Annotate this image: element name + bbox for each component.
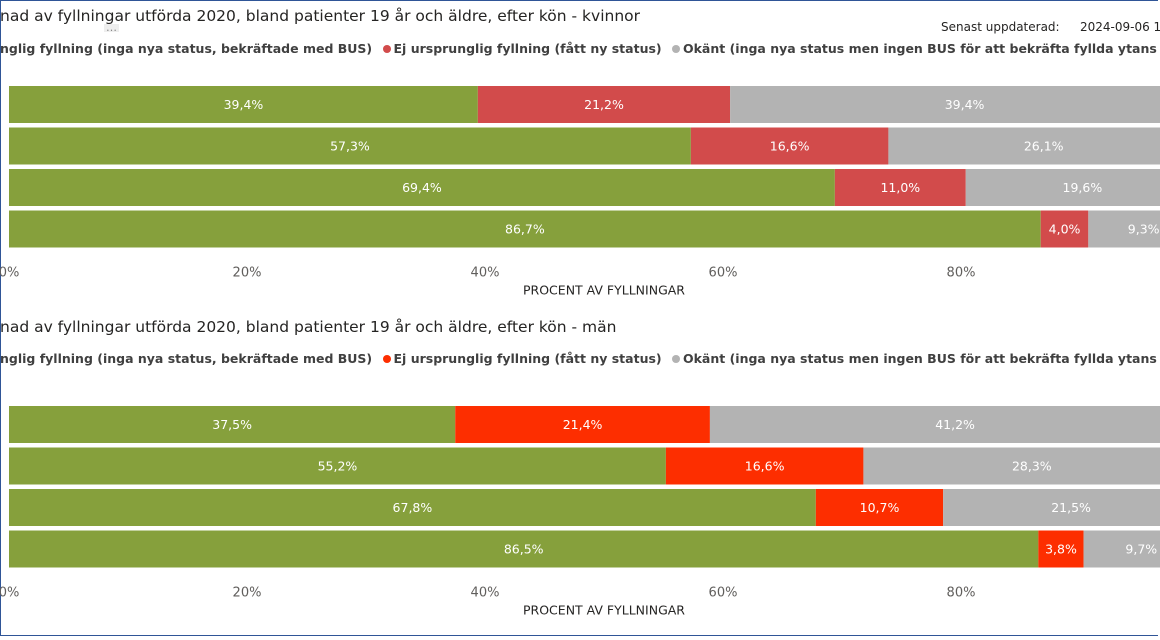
bar-segment[interactable] — [888, 127, 1160, 165]
x-tick-label: 60% — [709, 266, 738, 281]
legend-label: Okänt (inga nya status men ingen BUS för… — [682, 351, 1160, 366]
bar-segment[interactable] — [455, 406, 710, 443]
data-label: 86,7% — [505, 222, 545, 237]
bar-chart-women: 39,4% 21,2% 39,4% 57,3% 16,6% 26,1% 69,4% 11,0%… — [0, 86, 1160, 298]
data-label: 57,3% — [330, 139, 370, 154]
x-tick-label: 80% — [947, 266, 976, 281]
bar-segment[interactable] — [665, 447, 864, 485]
legend-item-okant[interactable]: Okänt (inga nya status men ingen BUS för… — [668, 41, 1160, 56]
x-tick-label: 20% — [233, 586, 262, 601]
bar-segment[interactable] — [9, 86, 478, 123]
bar-segment[interactable] — [9, 447, 666, 485]
legend-label: Okänt (inga nya status men ingen BUS för… — [682, 41, 1160, 56]
bar-segment[interactable] — [9, 127, 691, 165]
bar-segment[interactable] — [9, 210, 1041, 248]
data-label: 69,4% — [402, 180, 442, 195]
data-label: 16,6% — [745, 459, 785, 474]
legend-dot-icon — [671, 45, 680, 53]
data-label: 86,5% — [504, 542, 544, 557]
x-tick-label: 40% — [471, 586, 500, 601]
bar-chart-men: 37,5% 21,4% 41,2% 55,2% 16,6% 28,3% 67,8% 10,7%… — [0, 406, 1160, 618]
legend-dot-icon — [382, 45, 391, 53]
data-label: 21,2% — [584, 97, 624, 112]
data-label: 21,5% — [1051, 500, 1091, 515]
legend-label: Ej ursprunglig fyllning (fått ny status) — [393, 41, 662, 56]
legend-label: Ej ursprunglig fyllning (fått ny status) — [393, 351, 662, 366]
bar-segment[interactable] — [1038, 530, 1084, 568]
legend-dot-icon — [671, 355, 680, 363]
legend-item-ej-ursprunglig[interactable]: Ej ursprunglig fyllning (fått ny status) — [379, 41, 662, 56]
bar-segment[interactable] — [9, 406, 456, 443]
bar-segment[interactable] — [815, 489, 944, 526]
data-label: 4,0% — [1049, 222, 1081, 237]
x-tick-label: 0% — [0, 266, 19, 281]
bar-segment[interactable] — [1083, 530, 1160, 568]
data-label: 26,1% — [1024, 139, 1064, 154]
updated-value: 2024-09-06 1 — [1080, 20, 1160, 34]
legend-item-ej-ursprunglig[interactable]: Ej ursprunglig fyllning (fått ny status) — [379, 351, 662, 366]
legend-item-ursprunglig[interactable]: nglig fyllning (inga nya status, bekräft… — [0, 351, 372, 366]
data-label: 3,8% — [1045, 542, 1077, 557]
x-tick-label: 80% — [947, 586, 976, 601]
data-label: 39,4% — [224, 97, 264, 112]
bar-segment[interactable] — [690, 127, 889, 165]
chart-title-men: nad av fyllningar utförda 2020, bland pa… — [0, 318, 617, 336]
bar-segment[interactable] — [9, 169, 835, 206]
updated-label: Senast uppdaterad: — [941, 20, 1060, 34]
data-label: 9,3% — [1128, 222, 1160, 237]
x-axis-title: PROCENT AV FYLLNINGAR — [523, 283, 685, 298]
data-label: 37,5% — [212, 417, 252, 432]
legend-label: nglig fyllning (inga nya status, bekräft… — [0, 351, 373, 366]
bar-segment[interactable] — [9, 530, 1039, 568]
bar-segment[interactable] — [709, 406, 1160, 443]
data-label: 9,7% — [1125, 542, 1157, 557]
data-label: 16,6% — [770, 139, 810, 154]
data-label: 28,3% — [1012, 459, 1052, 474]
bar-segment[interactable] — [943, 489, 1160, 526]
legend-item-ursprunglig[interactable]: nglig fyllning (inga nya status, bekräft… — [0, 41, 372, 56]
chart-title-women: nad av fyllningar utförda 2020, bland pa… — [0, 7, 641, 25]
data-label: 67,8% — [393, 500, 433, 515]
data-label: 11,0% — [880, 180, 920, 195]
data-label: 41,2% — [935, 417, 975, 432]
bar-segment[interactable] — [1088, 210, 1160, 248]
bar-segment[interactable] — [863, 447, 1160, 485]
bar-segment[interactable] — [730, 86, 1160, 123]
x-axis-title: PROCENT AV FYLLNINGAR — [523, 603, 685, 618]
bar-segment[interactable] — [1040, 210, 1089, 248]
bar-segment[interactable] — [9, 489, 816, 526]
x-tick-label: 20% — [233, 266, 262, 281]
data-label: 55,2% — [318, 459, 358, 474]
x-tick-label: 60% — [709, 586, 738, 601]
legend-item-okant[interactable]: Okänt (inga nya status men ingen BUS för… — [668, 351, 1160, 366]
bar-segment[interactable] — [965, 169, 1160, 206]
x-tick-label: 40% — [471, 266, 500, 281]
legend-label: nglig fyllning (inga nya status, bekräft… — [0, 41, 373, 56]
more-options-icon[interactable]: … — [104, 21, 119, 34]
data-label: 19,6% — [1063, 180, 1103, 195]
x-tick-label: 0% — [0, 586, 19, 601]
bar-segment[interactable] — [834, 169, 966, 206]
data-label: 39,4% — [945, 97, 985, 112]
legend-dot-icon — [382, 355, 391, 363]
bar-segment[interactable] — [477, 86, 731, 123]
data-label: 21,4% — [563, 417, 603, 432]
data-label: 10,7% — [860, 500, 900, 515]
legend-men: nglig fyllning (inga nya status, bekräft… — [0, 351, 1160, 366]
legend-women: nglig fyllning (inga nya status, bekräft… — [0, 41, 1160, 56]
